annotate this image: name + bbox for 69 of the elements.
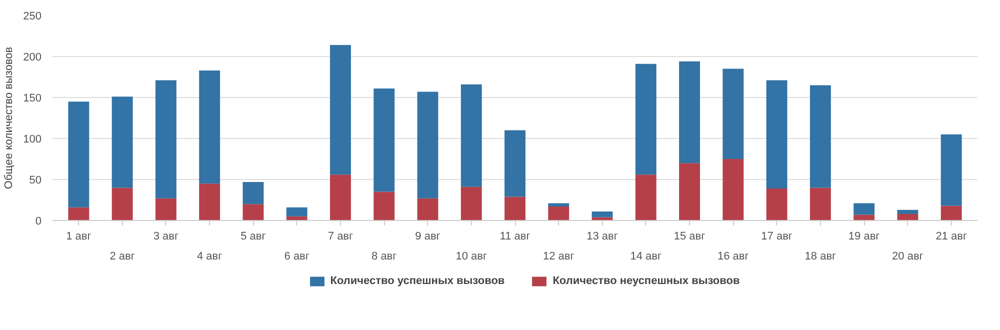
y-axis-title: Общее количество вызовов [3,46,16,190]
bar [810,188,831,220]
bar [592,211,613,218]
bar [330,174,351,220]
x-tick-label: 10 авг [456,250,487,262]
x-tick-label: 18 авг [804,250,836,262]
bar [417,198,438,220]
x-tick-label: 12 авг [543,250,574,262]
x-tick-label: 7 авг [328,230,354,242]
x-tick-label: 3 авг [153,230,179,242]
x-tick-label: 20 авг [892,250,924,262]
x-tick-label: 17 авг [761,230,792,242]
bar [504,130,526,197]
bar [374,88,395,192]
bar [635,174,656,220]
x-tick-label: 5 авг [240,230,266,242]
bar [722,159,744,220]
y-tick-label: 50 [29,174,42,186]
legend-label: Количество успешных вызовов [330,275,505,287]
bar [417,92,438,198]
bar [112,188,133,220]
bar [242,204,264,220]
bar [897,214,918,220]
bar [199,184,220,220]
bar [548,203,570,207]
bar [854,203,875,215]
x-tick-label: 14 авг [630,250,662,262]
bar [722,68,744,159]
bar [897,210,918,214]
bar [330,45,351,175]
bar [460,186,482,220]
y-tick-label: 200 [23,52,42,64]
y-tick-label: 0 [35,216,42,228]
x-tick-label: 4 авг [197,250,222,262]
bar [112,96,133,188]
x-tick-label: 2 авг [110,250,135,262]
x-tick-label: 11 авг [500,230,530,242]
x-tick-label: 13 авг [586,230,618,242]
bar [68,102,90,208]
bar [155,80,176,198]
y-tick-label: 150 [23,92,42,104]
bar [374,192,395,220]
legend-label: Количество неуспешных вызовов [552,275,740,287]
x-tick-label: 16 авг [718,250,749,262]
bar [679,163,700,220]
bar [940,206,962,220]
bar [679,61,700,164]
x-tick-label: 19 авг [848,230,880,242]
bar [460,84,482,187]
x-tick-label: 1 авг [66,230,92,242]
bar [68,207,90,220]
bar [810,85,831,188]
bar [766,188,788,220]
bar [242,182,264,204]
x-tick-label: 6 авг [284,250,310,262]
x-tick-label: 15 авг [674,230,706,242]
x-tick-label: 9 авг [415,230,440,242]
bar [199,70,220,184]
bar [940,134,962,206]
x-tick-label: 8 авг [372,250,397,262]
bar [504,196,526,220]
y-tick-label: 250 [23,10,42,22]
y-tick-label: 100 [23,134,42,146]
bar [766,80,788,189]
bar [155,198,176,220]
bar [548,206,570,220]
x-tick-label: 21 авг [936,230,967,242]
bar [286,207,308,216]
bar [635,64,656,175]
